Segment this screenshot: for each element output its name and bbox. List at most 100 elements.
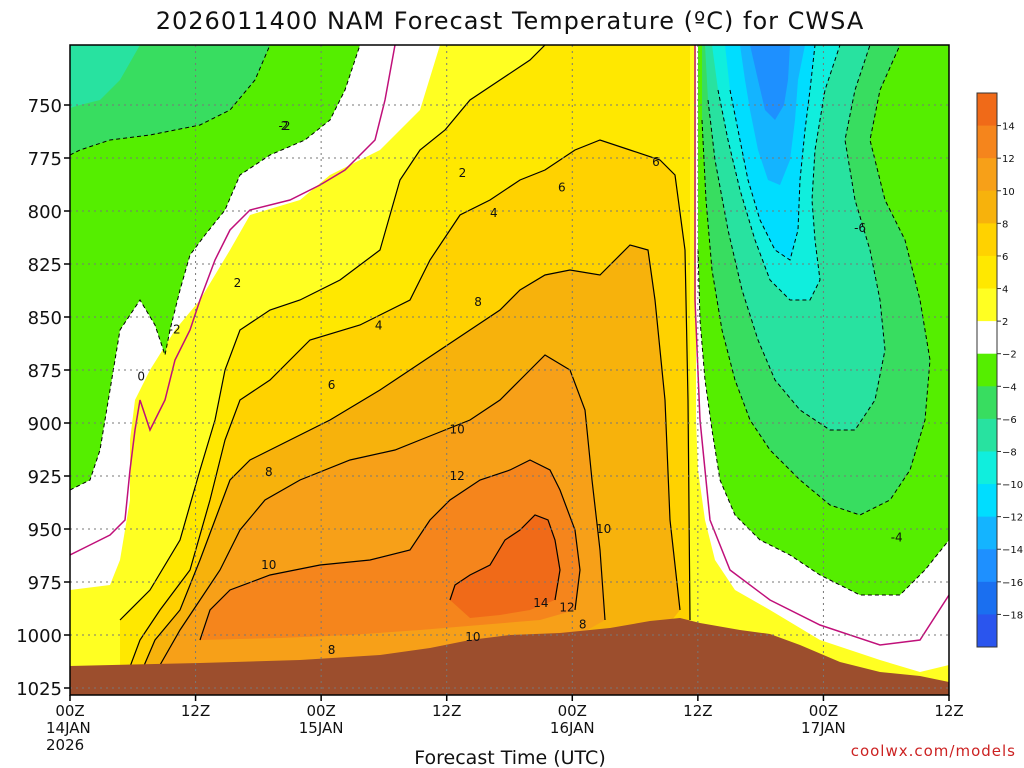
field-neg2-to-neg4-left: [70, 45, 360, 490]
contour-label: 8: [328, 643, 336, 657]
y-tick-label: 900: [28, 414, 62, 435]
contour-label: 8: [579, 617, 587, 631]
contour-label: 4: [490, 206, 498, 220]
contour-label: 2: [281, 119, 289, 133]
x-tick-label: 15JAN: [299, 719, 344, 737]
colorbar-tick-label: 10: [1002, 187, 1015, 198]
contour-label: -6: [854, 221, 866, 235]
y-axis: 750 775 800 825 850 875 900 925 950 975 1000 1025: [16, 96, 70, 700]
y-tick-label: 750: [28, 96, 62, 117]
y-tick-label: 875: [28, 361, 62, 382]
colorbar-tick-label: 14: [1002, 122, 1015, 133]
isotherm-lines: [119, 45, 691, 681]
colorbar-swatch: [977, 353, 997, 387]
x-tick-label: 17JAN: [801, 719, 846, 737]
contour-label: -2: [279, 119, 291, 133]
x-tick-label: 16JAN: [550, 719, 595, 737]
colorbar-tick-label: −6: [1002, 415, 1017, 426]
colorbar-swatch: [977, 190, 997, 224]
colorbar-swatch: [977, 451, 997, 485]
x-tick-label: 2026: [46, 736, 84, 754]
x-axis-label: Forecast Time (UTC): [414, 747, 605, 768]
colorbar-tick-label: −14: [1002, 545, 1023, 556]
y-tick-label: 950: [28, 520, 62, 541]
x-tick-label: 12Z: [683, 702, 712, 720]
x-tick-label: 00Z: [55, 702, 84, 720]
contour-label: 2: [234, 276, 242, 290]
colorbar-swatch: [977, 484, 997, 518]
contour-label: 6: [652, 155, 660, 169]
colorbar-swatch: [977, 516, 997, 550]
contour-label: 10: [596, 522, 611, 536]
colorbar-tick-label: −8: [1002, 447, 1017, 458]
colorbar-swatch: [977, 288, 997, 322]
negative-isotherm-lines: [70, 45, 949, 596]
colorbar: 14 12 10 8 6 4 2 −2 −4 −6 −8 −10 −12 −14 −16 −18: [976, 92, 1023, 648]
contour-label: 6: [558, 181, 566, 195]
x-tick-label: 12Z: [181, 702, 210, 720]
contour-label: -4: [891, 530, 903, 544]
colorbar-swatch: [977, 223, 997, 257]
y-tick-label: 850: [28, 308, 62, 329]
contour-label: 10: [261, 558, 276, 572]
colorbar-swatch: [977, 386, 997, 420]
colorbar-tick-label: 2: [1002, 317, 1008, 328]
contour-label: 0: [137, 369, 145, 383]
x-tick-label: 00Z: [558, 702, 587, 720]
colorbar-swatch: [977, 125, 997, 159]
y-tick-label: 1000: [16, 626, 62, 647]
y-tick-label: 925: [28, 467, 62, 488]
colorbar-swatch: [977, 418, 997, 452]
colorbar-swatch: [977, 93, 997, 127]
colorbar-tick-label: 6: [1002, 252, 1008, 263]
contour-label: 4: [375, 318, 383, 332]
contour-label: 6: [328, 378, 336, 392]
contour-label: 14: [533, 596, 548, 610]
contour-label: 8: [474, 295, 482, 309]
field-neg6-to-neg8-left: [70, 45, 140, 108]
colorbar-swatch: [977, 321, 997, 355]
colorbar-swatch: [977, 581, 997, 615]
colorbar-tick-label: −10: [1002, 480, 1023, 491]
contour-label: 10: [465, 630, 480, 644]
terrain: [70, 618, 949, 695]
colorbar-tick-label: 12: [1002, 154, 1015, 165]
contour-label: 10: [450, 422, 465, 436]
colorbar-swatch: [977, 255, 997, 290]
colorbar-swatch: [977, 614, 997, 648]
x-tick-label: 00Z: [306, 702, 335, 720]
colorbar-tick-label: −16: [1002, 578, 1023, 589]
credit-text: coolwx.com/models: [851, 742, 1016, 760]
y-tick-label: 825: [28, 255, 62, 276]
x-tick-label: 00Z: [809, 702, 838, 720]
field-neg14-to-neg16-right: [750, 45, 790, 120]
field-14-plus: [450, 515, 560, 618]
colorbar-swatch: [977, 549, 997, 583]
y-tick-label: 775: [28, 149, 62, 170]
contour-label: 12: [450, 469, 465, 483]
x-tick-label: 12Z: [432, 702, 461, 720]
colorbar-tick-label: −2: [1002, 350, 1017, 361]
temperature-field: [70, 45, 949, 695]
y-tick-label: 975: [28, 573, 62, 594]
colorbar-tick-label: −18: [1002, 610, 1023, 621]
colorbar-tick-label: 4: [1002, 285, 1008, 296]
y-tick-label: 800: [28, 202, 62, 223]
contour-label: -2: [169, 323, 181, 337]
y-tick-label: 1025: [16, 679, 62, 700]
contour-label: 8: [265, 465, 273, 479]
colorbar-tick-label: −12: [1002, 513, 1023, 524]
freezing-line: [70, 45, 949, 646]
colorbar-tick-label: −4: [1002, 382, 1017, 393]
contour-label: 2: [459, 166, 467, 180]
colorbar-frame: [976, 92, 998, 648]
colorbar-swatch: [977, 158, 997, 192]
chart-title: 2026011400 NAM Forecast Temperature (ºC)…: [156, 7, 865, 35]
colorbar-tick-label: 8: [1002, 219, 1008, 230]
contour-label: 12: [559, 600, 574, 614]
x-tick-label: 14JAN: [46, 719, 91, 737]
grid: [70, 45, 949, 695]
